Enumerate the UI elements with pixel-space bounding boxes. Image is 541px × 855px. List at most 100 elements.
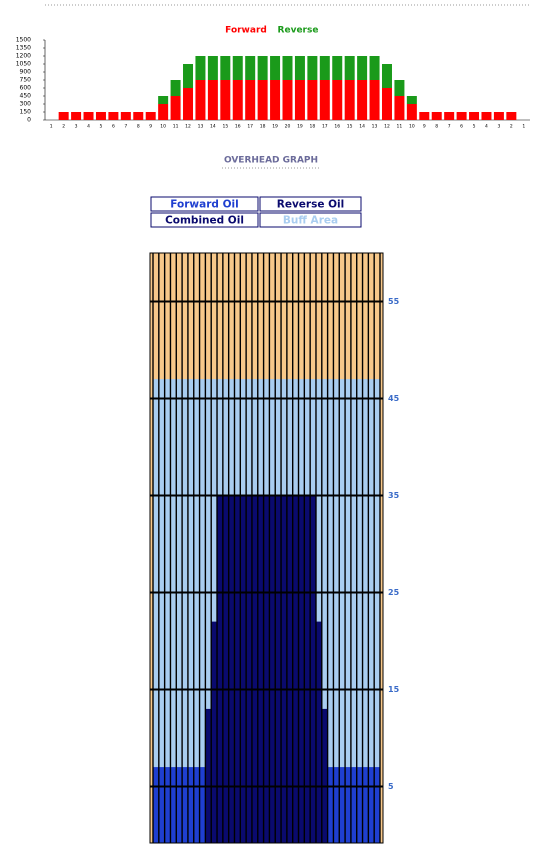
x-tick-label: 18 (310, 124, 316, 130)
bar-segment (145, 112, 156, 120)
buff-area (153, 379, 159, 843)
bar-segment (245, 56, 256, 80)
bar-segment (71, 112, 82, 120)
x-tick-label: 18 (260, 124, 266, 130)
y-tick-label: 1050 (16, 61, 31, 68)
combined-oil (251, 495, 258, 843)
combined-oil (211, 621, 218, 843)
x-tick-label: 4 (87, 124, 90, 130)
distance-label: 45 (388, 394, 400, 403)
x-tick-label: 2 (510, 124, 513, 130)
forward-oil (182, 767, 188, 843)
y-tick-label: 0 (27, 117, 31, 124)
buff-area (193, 379, 200, 843)
bar-segment (493, 112, 504, 120)
combined-oil (205, 708, 212, 843)
forward-oil (164, 767, 171, 843)
distance-label: 55 (388, 297, 400, 306)
buff-area (333, 379, 340, 843)
x-tick-label: 20 (285, 124, 291, 130)
bar-segment (195, 56, 206, 80)
x-tick-label: 17 (247, 124, 253, 130)
distance-label: 25 (388, 588, 400, 597)
x-tick-label: 8 (137, 124, 140, 130)
buff-area (345, 379, 351, 843)
combined-oil (263, 495, 270, 843)
forward-oil (193, 767, 200, 843)
x-tick-label: 16 (235, 124, 241, 130)
x-tick-label: 11 (397, 124, 403, 130)
bar-segment (357, 80, 368, 120)
bar-segment (369, 56, 380, 80)
combined-oil (315, 621, 322, 843)
bar-segment (183, 64, 194, 88)
combined-oil (228, 495, 235, 843)
bar-segment (207, 56, 218, 80)
combined-oil (275, 495, 282, 843)
bar-segment (357, 56, 368, 80)
buff-area (315, 379, 322, 843)
x-tick-label: 6 (112, 124, 115, 130)
buff-area (374, 379, 380, 843)
bar-segment (444, 112, 455, 120)
x-tick-label: 4 (485, 124, 488, 130)
bar-segment (294, 80, 305, 120)
x-tick-label: 10 (409, 124, 415, 130)
x-tick-label: 3 (497, 124, 500, 130)
combined-oil (240, 495, 247, 843)
bar-segment (294, 56, 305, 80)
bar-segment (58, 112, 69, 120)
x-tick-label: 7 (448, 124, 451, 130)
combined-oil (310, 495, 316, 843)
combined-oil (269, 495, 276, 843)
bar-segment (245, 80, 256, 120)
combined-oil (321, 708, 328, 843)
x-tick-label: 3 (75, 124, 78, 130)
x-tick-label: 1 (50, 124, 53, 130)
x-tick-label: 10 (160, 124, 166, 130)
x-tick-label: 11 (173, 124, 179, 130)
buff-area (187, 379, 194, 843)
combined-oil (222, 495, 229, 843)
bar-segment (344, 56, 355, 80)
lane-border (149, 252, 384, 844)
forward-oil (339, 767, 346, 843)
combined-oil (217, 495, 223, 843)
bar-segment (319, 80, 330, 120)
x-tick-label: 9 (423, 124, 426, 130)
y-tick-label: 300 (20, 101, 32, 108)
buff-area (205, 379, 212, 843)
legend-box (150, 196, 259, 212)
forward-oil (368, 767, 375, 843)
bar-segment (406, 96, 417, 104)
x-tick-label: 8 (435, 124, 438, 130)
bar-segment (282, 80, 293, 120)
forward-oil (350, 767, 357, 843)
distance-label: 15 (388, 685, 400, 694)
bar-segment (469, 112, 480, 120)
forward-oil (362, 767, 369, 843)
x-tick-label: 14 (359, 124, 365, 130)
combined-oil (246, 495, 252, 843)
bar-segment (344, 80, 355, 120)
combined-oil (257, 495, 264, 843)
bar-segment (406, 104, 417, 120)
legend-label: Buff Area (283, 215, 338, 227)
bar-segment (381, 64, 392, 88)
bar-segment (133, 112, 144, 120)
y-tick-label: 900 (20, 69, 32, 76)
x-tick-label: 13 (372, 124, 378, 130)
bar-segment (307, 56, 318, 80)
combined-oil (292, 495, 299, 843)
bar-segment (369, 80, 380, 120)
bar-segment (394, 80, 405, 96)
x-tick-label: 6 (460, 124, 463, 130)
bar-segment (158, 104, 169, 120)
combined-oil (234, 495, 241, 843)
forward-oil (374, 767, 380, 843)
bar-segment (282, 56, 293, 80)
bar-segment (319, 56, 330, 80)
x-tick-label: 5 (473, 124, 476, 130)
bar-segment (257, 80, 268, 120)
